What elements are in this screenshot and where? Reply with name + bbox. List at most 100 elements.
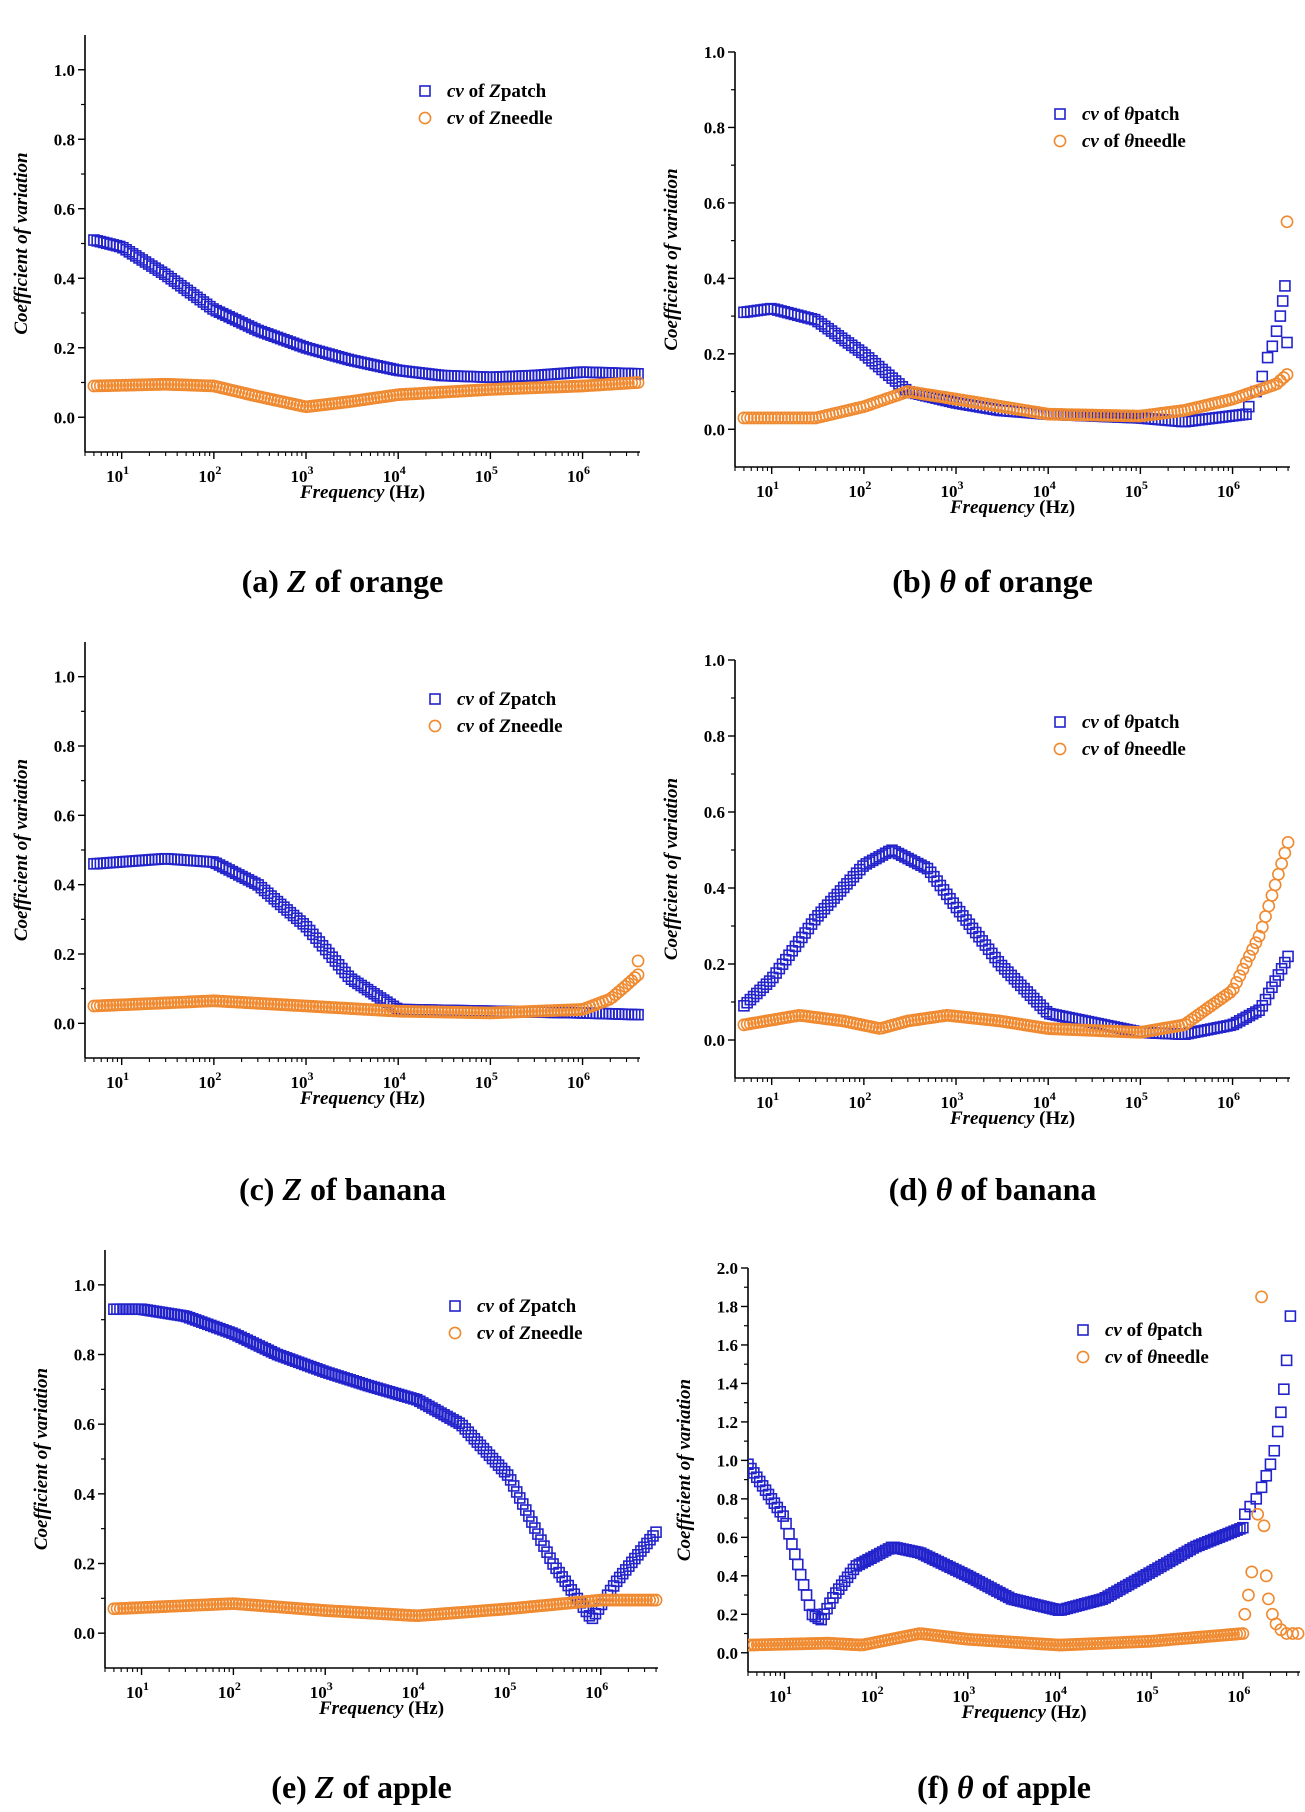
data-point [789,1548,801,1561]
data-point [483,1449,496,1462]
x-tick-base: 10 [106,467,123,486]
data-point [1002,966,1014,978]
data-point [812,910,824,922]
data-point [1216,1530,1229,1542]
data-point [120,243,132,256]
legend-label: cv of Zneedle [447,108,553,129]
y-tick-label: 0.0 [74,1624,95,1643]
data-point [1201,1536,1214,1548]
data-point [187,854,200,867]
legend-label: cv of θpatch [1082,104,1180,125]
data-point [635,1545,647,1557]
legend-cv: cv [477,1323,494,1344]
x-tick-exponent: 6 [602,1679,608,1693]
data-point [567,366,580,379]
data-point [1193,1539,1205,1552]
data-point [1256,999,1269,1012]
data-point [775,411,788,425]
y-axis-label: Coefficient of variation [661,168,682,350]
data-point [1275,857,1289,871]
legend-suffix: needle [1157,1347,1209,1368]
data-point [178,854,190,866]
data-point [580,366,593,378]
data-point [1089,408,1103,422]
legend-suffix: needle [511,716,563,737]
data-point [532,1528,544,1540]
data-point [136,254,149,266]
data-point [465,1429,478,1442]
data-point [638,1541,650,1554]
data-point [643,1593,657,1607]
x-tick-base: 10 [861,1687,878,1706]
y-tick-label: 0.2 [54,945,75,964]
x-tick-label: 103 [291,1069,314,1092]
data-point [152,264,165,276]
data-point [609,1008,622,1020]
x-tick-base: 10 [106,1073,123,1092]
data-point [168,853,181,866]
y-tick-label: 2.0 [717,1259,738,1278]
data-point [1002,1591,1015,1604]
data-point [834,885,847,897]
x-axis-label-italic: Frequency [949,497,1035,518]
data-point [1280,368,1294,381]
data-point [307,928,319,941]
data-point [345,973,358,986]
data-point [646,1593,660,1607]
x-tick-label: 106 [1227,1683,1250,1706]
data-point [1106,409,1120,422]
data-point [828,892,840,904]
data-point [146,853,158,866]
data-point [808,913,821,926]
data-point [197,855,210,868]
data-point [1245,1565,1259,1579]
data-point [758,411,771,425]
data-point [513,1492,526,1504]
data-point [110,856,123,869]
data-point [338,1372,350,1384]
data-point [500,370,512,383]
legend-cv: cv [447,108,464,129]
caption-symbol: θ [939,563,956,599]
data-point [457,1006,471,1019]
data-point [1282,950,1294,963]
data-point [1079,408,1092,422]
data-point [791,1558,804,1571]
data-point [191,855,203,867]
y-tick-label: 0.6 [74,1415,95,1434]
legend-suffix: needle [1134,739,1186,760]
data-point [377,1384,390,1396]
data-point [600,367,612,379]
y-axis-label: Coefficient of variation [11,152,32,334]
data-point [1196,1538,1208,1550]
data-point [626,1556,638,1569]
data-point [389,1387,402,1400]
x-tick-label: 102 [848,1089,871,1112]
data-point [1065,408,1079,422]
data-point [636,1593,650,1607]
data-point [963,918,976,931]
data-point [629,1008,641,1021]
data-point [399,1004,413,1018]
data-point [966,922,979,935]
data-point [393,1004,407,1018]
legend-label: cv of Zneedle [457,716,563,737]
x-tick-exponent: 1 [123,1069,129,1083]
data-point [462,1426,475,1438]
data-point [542,368,554,381]
data-point [603,1007,615,1020]
data-point [1275,962,1288,975]
data-point [760,978,773,990]
y-tick-label: 0.8 [717,1490,738,1509]
data-point [395,1389,408,1402]
x-tick-label: 105 [475,463,498,486]
data-point [558,367,570,380]
data-point [647,1530,659,1542]
data-point [526,1516,538,1528]
data-point [332,959,345,971]
legend-marker [1054,108,1066,120]
data-point [274,1349,287,1362]
